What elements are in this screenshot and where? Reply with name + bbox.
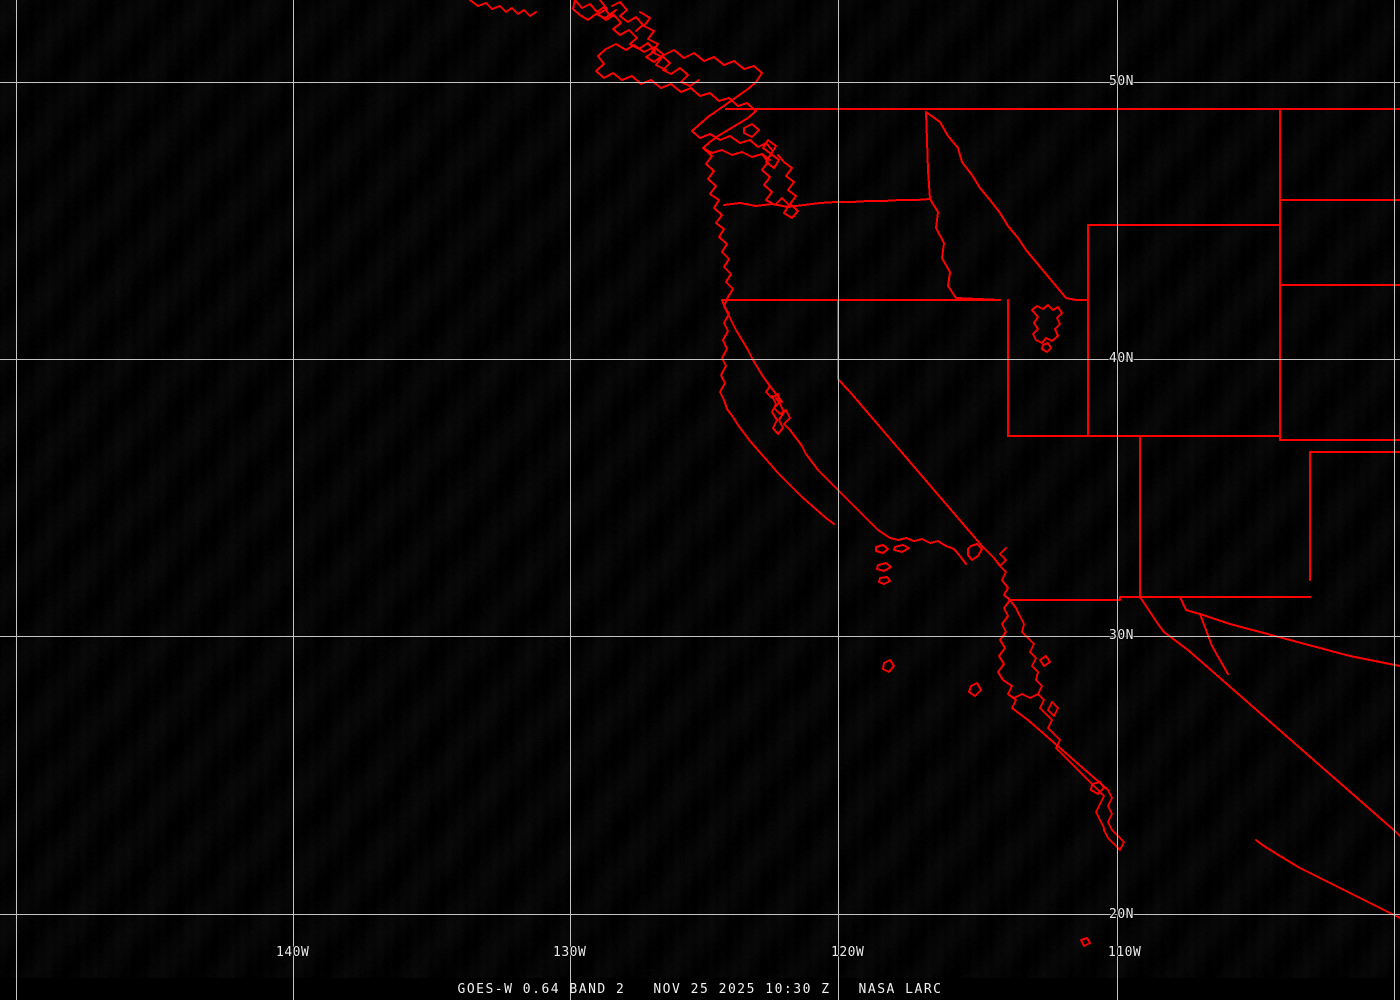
latitude-label-40n: 40N bbox=[1109, 351, 1134, 366]
coast-san-francisco-bay bbox=[771, 395, 785, 435]
coast-mexico-gap bbox=[1255, 839, 1291, 863]
island-cedros bbox=[968, 682, 982, 697]
lake-great-salt bbox=[1031, 304, 1063, 344]
coast-channel-islands-3 bbox=[876, 562, 892, 572]
border-montana-wyoming bbox=[1087, 224, 1281, 301]
coast-bc-mainland-north bbox=[597, 0, 700, 87]
island-small-pacific-1 bbox=[1080, 937, 1091, 947]
border-california-nevada-diagonal bbox=[837, 378, 1001, 567]
product-caption: GOES-W 0.64 BAND 2 NOV 25 2025 10:30 Z N… bbox=[457, 981, 943, 997]
latitude-label-30n: 30N bbox=[1109, 628, 1134, 643]
longitude-label-140w: 140W bbox=[276, 945, 310, 960]
coast-vancouver-island-west bbox=[595, 48, 757, 112]
coast-baja-pacific bbox=[997, 599, 1125, 851]
border-washington-oregon bbox=[723, 198, 931, 208]
coast-washington-oregon bbox=[719, 296, 835, 525]
border-california-arizona bbox=[999, 565, 1011, 601]
coast-baja-island-angel bbox=[1047, 701, 1059, 717]
longitude-label-110w: 110W bbox=[1108, 945, 1142, 960]
coast-puget-sound-inner bbox=[761, 153, 799, 219]
lake-utah-small bbox=[1041, 342, 1052, 353]
coast-california-north bbox=[721, 299, 783, 403]
coast-baja-la-paz bbox=[1090, 781, 1105, 795]
border-oregon-idaho bbox=[929, 198, 1001, 301]
coast-juan-de-fuca bbox=[702, 110, 771, 161]
coast-vancouver-island-east bbox=[691, 72, 773, 151]
coast-mainland-mexico-sonora bbox=[1139, 596, 1400, 837]
coast-baja-bays bbox=[1039, 655, 1051, 667]
coast-whidbey bbox=[762, 139, 780, 169]
coast-british-columbia bbox=[469, 0, 537, 17]
coast-point-conception bbox=[889, 537, 967, 565]
coast-vancouver-island-north bbox=[605, 43, 763, 74]
lake-salton-sea bbox=[967, 543, 983, 561]
longitude-label-130w: 130W bbox=[553, 945, 587, 960]
coast-mexico-sinaloa bbox=[1289, 861, 1400, 919]
border-us-mexico-newmexico bbox=[1139, 596, 1400, 667]
latitude-label-50n: 50N bbox=[1109, 74, 1134, 89]
border-mexico-states-1 bbox=[1199, 613, 1229, 675]
longitude-label-120w: 120W bbox=[831, 945, 865, 960]
island-guadalupe bbox=[882, 659, 895, 673]
coast-puget-sound-west bbox=[702, 147, 734, 298]
coast-channel-islands-2 bbox=[893, 544, 910, 553]
caption-bar: GOES-W 0.64 BAND 2 NOV 25 2025 10:30 Z N… bbox=[0, 978, 1400, 1000]
latitude-label-20n: 20N bbox=[1109, 907, 1134, 922]
coast-channel-islands-4 bbox=[878, 576, 891, 585]
coast-channel-islands-1 bbox=[875, 544, 889, 554]
border-nevada-arizona-south bbox=[999, 547, 1007, 567]
coast-queen-charlotte-sound bbox=[639, 11, 667, 71]
border-arizona-mexico bbox=[1009, 596, 1141, 601]
border-idaho-montana bbox=[925, 111, 1089, 301]
coast-bc-inlets bbox=[611, 1, 644, 32]
border-washington-idaho bbox=[925, 111, 931, 200]
border-wyoming-south bbox=[1087, 299, 1281, 437]
coast-san-juan-islands bbox=[743, 123, 760, 138]
coast-haida-gwaii bbox=[572, 0, 617, 21]
coast-baja-vizcaino bbox=[1007, 693, 1039, 699]
